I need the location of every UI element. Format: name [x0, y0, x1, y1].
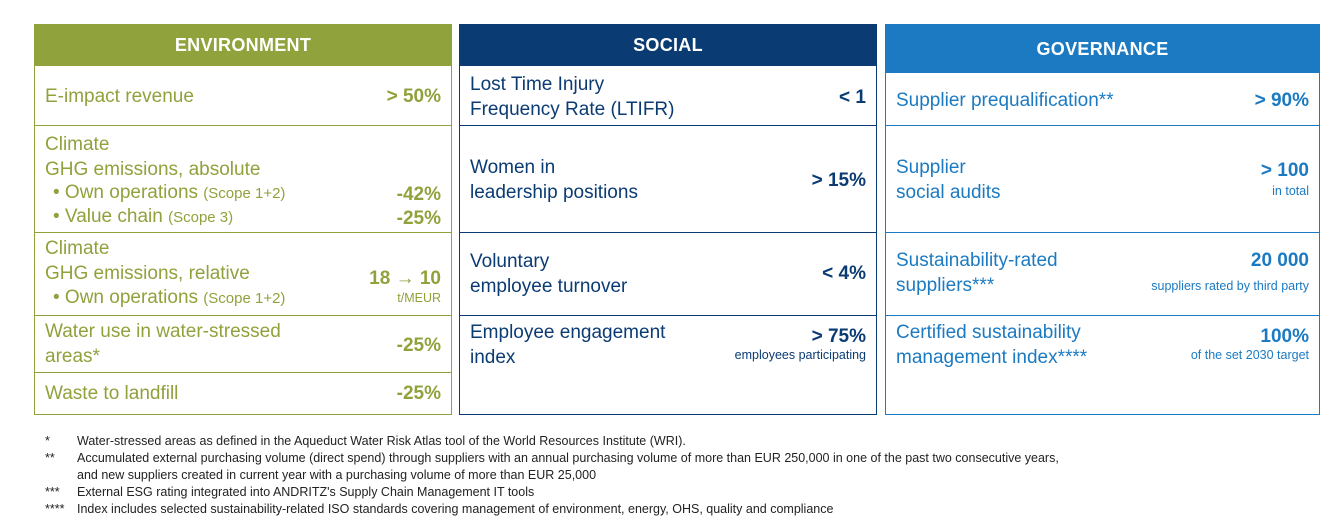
row-label: Water use in water-stressed — [45, 321, 281, 342]
env-row-ghg-relative: Climate GHG emissions, relative • Own op… — [35, 233, 451, 316]
environment-panel: ENVIRONMENT E-impact revenue > 50% Clima… — [34, 24, 452, 415]
footnote: **** Index includes selected sustainabil… — [45, 501, 1305, 518]
env-row-waste: Waste to landfill -25% — [35, 373, 451, 413]
row-label: Women in — [470, 157, 556, 178]
row-label: Employee engagement — [470, 322, 666, 343]
env-row-ghg-absolute: Climate GHG emissions, absolute • Own op… — [35, 126, 451, 233]
row-label: GHG emissions, absolute — [45, 159, 261, 180]
row-label: leadership positions — [470, 182, 638, 203]
row-value-note: in total — [1272, 184, 1309, 198]
footnote-text: External ESG rating integrated into ANDR… — [77, 485, 535, 499]
footnote-text: Accumulated external purchasing volume (… — [77, 451, 1059, 465]
bullet-value-chain: • Value chain (Scope 3) — [53, 206, 234, 227]
social-row-ltifr: Lost Time Injury Frequency Rate (LTIFR) … — [460, 66, 876, 126]
row-label: Climate — [45, 134, 110, 155]
footnote: * Water-stressed areas as defined in the… — [45, 433, 1305, 450]
row-label: Supplier prequalification** — [896, 90, 1114, 111]
footnote-mark: * — [45, 434, 50, 448]
row-label: employee turnover — [470, 276, 628, 297]
row-value: 20 000 — [1250, 250, 1309, 271]
footnote-mark: ** — [45, 451, 55, 465]
row-value: > 90% — [1254, 90, 1309, 111]
row-label: Climate — [45, 238, 110, 259]
row-label: Sustainability-rated — [896, 250, 1058, 271]
row-value: -25% — [396, 208, 441, 229]
row-value: -25% — [396, 383, 441, 404]
row-value: 18 → 10 — [369, 268, 441, 289]
row-label: Waste to landfill — [45, 383, 179, 404]
gov-row-rated-suppliers: Sustainability-rated suppliers*** 20 000… — [886, 233, 1319, 316]
row-label: Lost Time Injury — [470, 74, 605, 95]
row-value: -25% — [396, 335, 441, 356]
governance-header: GOVERNANCE — [886, 25, 1319, 73]
row-label: Supplier — [896, 157, 966, 178]
row-value: < 1 — [839, 87, 866, 108]
gov-row-social-audits: Supplier social audits > 100 in total — [886, 126, 1319, 233]
row-label: areas* — [45, 346, 100, 367]
social-header: SOCIAL — [460, 25, 876, 66]
row-value: > 75% — [811, 326, 866, 347]
footnotes: * Water-stressed areas as defined in the… — [45, 433, 1305, 518]
row-value: < 4% — [822, 263, 866, 284]
row-label: E-impact revenue — [45, 86, 194, 107]
row-value-note: suppliers rated by third party — [1151, 279, 1309, 293]
row-label: social audits — [896, 182, 1001, 203]
row-label: management index**** — [896, 347, 1088, 368]
row-value-unit: t/MEUR — [397, 291, 441, 305]
row-value: -42% — [396, 184, 441, 205]
row-label: suppliers*** — [896, 275, 995, 296]
footnote-mark: **** — [45, 502, 65, 516]
bullet-own-operations: • Own operations (Scope 1+2) — [53, 287, 286, 308]
footnote: ** Accumulated external purchasing volum… — [45, 450, 1305, 484]
social-row-turnover: Voluntary employee turnover < 4% — [460, 233, 876, 316]
footnote: *** External ESG rating integrated into … — [45, 484, 1305, 501]
row-value: > 50% — [386, 86, 441, 107]
env-row-water: Water use in water-stressed areas* -25% — [35, 316, 451, 373]
environment-header: ENVIRONMENT — [35, 25, 451, 66]
row-label: GHG emissions, relative — [45, 263, 250, 284]
row-value: > 100 — [1260, 160, 1309, 181]
footnote-text: and new suppliers created in current yea… — [77, 468, 597, 482]
bullet-own-operations: • Own operations (Scope 1+2) — [53, 182, 286, 203]
row-value: > 15% — [811, 170, 866, 191]
row-label: Voluntary — [470, 251, 550, 272]
footnote-mark: *** — [45, 485, 60, 499]
row-value-note: employees participating — [734, 348, 866, 362]
row-label: Certified sustainability — [896, 322, 1081, 343]
row-label: index — [470, 347, 516, 368]
social-row-women: Women in leadership positions > 15% — [460, 126, 876, 233]
row-value: 100% — [1260, 326, 1309, 347]
footnote-text: Water-stressed areas as defined in the A… — [77, 434, 686, 448]
row-label: Frequency Rate (LTIFR) — [470, 99, 675, 120]
governance-panel: GOVERNANCE Supplier prequalification** >… — [885, 24, 1320, 415]
gov-row-certified-index: Certified sustainability management inde… — [886, 316, 1319, 412]
env-row-e-impact: E-impact revenue > 50% — [35, 66, 451, 126]
gov-row-prequalification: Supplier prequalification** > 90% — [886, 73, 1319, 126]
row-value-note: of the set 2030 target — [1190, 348, 1309, 362]
social-row-engagement: Employee engagement index > 75% employee… — [460, 316, 876, 412]
footnote-text: Index includes selected sustainability-r… — [77, 502, 834, 516]
social-panel: SOCIAL Lost Time Injury Frequency Rate (… — [459, 24, 877, 415]
